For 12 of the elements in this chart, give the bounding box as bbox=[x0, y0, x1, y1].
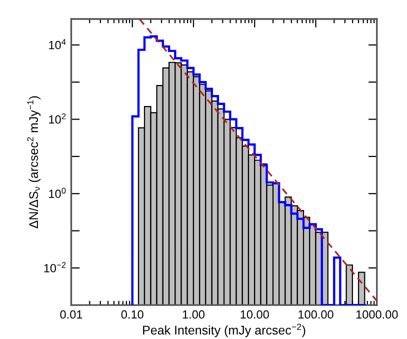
y-tick-label: 10$^{2}$ bbox=[49, 113, 66, 124]
y-tick-label: 10$^{4}$ bbox=[49, 39, 66, 50]
x-tick-label: 0.10 bbox=[121, 310, 144, 319]
x-tick-label: 1000.00 bbox=[356, 310, 398, 319]
y-axis-title: ΔN/ΔS$_{ν}$ (arcsec$^{2}$ mJy$^{−1}$) bbox=[27, 96, 41, 228]
y-tick-label: 10$^{0}$ bbox=[49, 188, 66, 198]
x-tick-label: 1.00 bbox=[182, 310, 205, 319]
x-tick-label: 100.00 bbox=[298, 310, 334, 319]
x-axis-title: Peak Intensity (mJy arcsec$^{−2}$) bbox=[143, 324, 306, 338]
x-tick-label: 10.00 bbox=[240, 310, 269, 319]
y-tick-label: 10$^{−2}$ bbox=[44, 262, 66, 272]
x-tick-label: 0.01 bbox=[60, 310, 82, 319]
